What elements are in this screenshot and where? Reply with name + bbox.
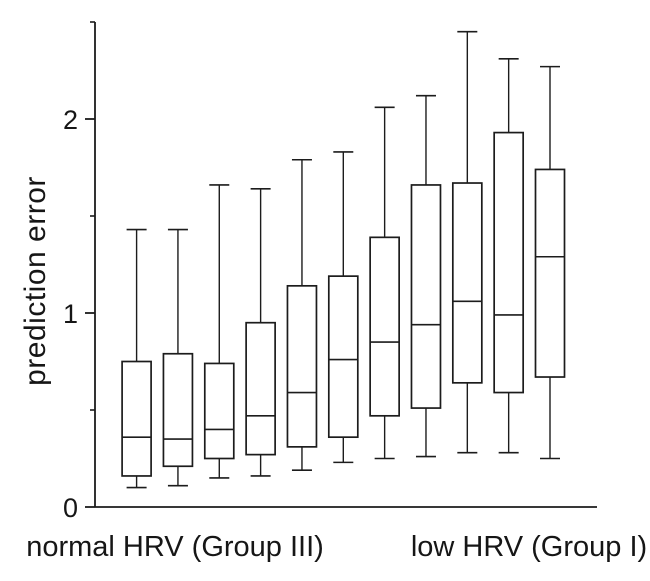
iqr-box	[493, 131, 525, 394]
iqr-box	[286, 284, 318, 448]
x-group-label-normal-hrv: normal HRV (Group III)	[26, 531, 324, 563]
iqr-box	[369, 236, 400, 417]
box-and-whiskers-10	[493, 58, 525, 454]
iqr-box	[162, 352, 194, 468]
box-and-whiskers-4	[245, 188, 276, 477]
y-axis-title: prediction error	[19, 176, 52, 386]
iqr-box	[451, 182, 483, 384]
box-and-whiskers-11	[534, 65, 566, 460]
box-and-whiskers-7	[369, 106, 400, 460]
box-and-whiskers-2	[162, 228, 194, 487]
iqr-box	[410, 184, 442, 409]
x-group-label-low-hrv: low HRV (Group I)	[410, 531, 648, 563]
iqr-box	[327, 275, 359, 439]
box-and-whiskers-9	[451, 30, 483, 454]
y-tick-label: 1	[63, 299, 78, 329]
box-and-whiskers-6	[327, 151, 359, 464]
iqr-box	[121, 360, 152, 477]
iqr-box	[203, 362, 235, 460]
iqr-box	[534, 168, 566, 378]
box-and-whiskers-1	[121, 228, 152, 489]
box-and-whiskers-5	[286, 158, 318, 471]
box-and-whiskers-8	[410, 94, 442, 458]
y-tick-label: 0	[63, 493, 78, 523]
box-and-whiskers-3	[203, 184, 235, 479]
iqr-box	[245, 321, 276, 456]
y-tick-label: 2	[63, 105, 78, 135]
